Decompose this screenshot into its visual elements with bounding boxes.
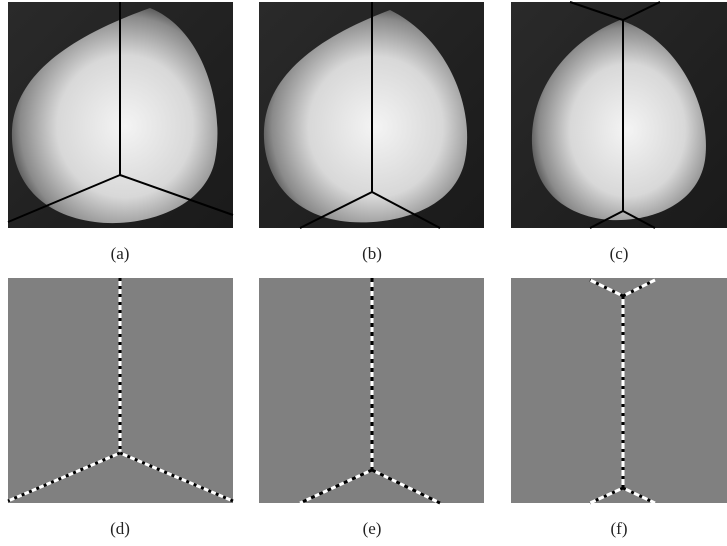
image-b	[259, 2, 484, 228]
image-d	[8, 278, 233, 503]
figure: (a) (b) (c) (d) (e) (f)	[0, 0, 727, 546]
panel-label: (c)	[610, 244, 629, 263]
image-f	[511, 278, 727, 503]
panel-label: (f)	[611, 519, 628, 538]
panel-label: (e)	[363, 519, 382, 538]
image-c	[511, 2, 727, 228]
panel-label: (b)	[362, 244, 382, 263]
image-e	[259, 278, 484, 503]
panel-label: (d)	[110, 519, 130, 538]
panel-label: (a)	[111, 244, 130, 263]
image-a	[8, 2, 233, 228]
